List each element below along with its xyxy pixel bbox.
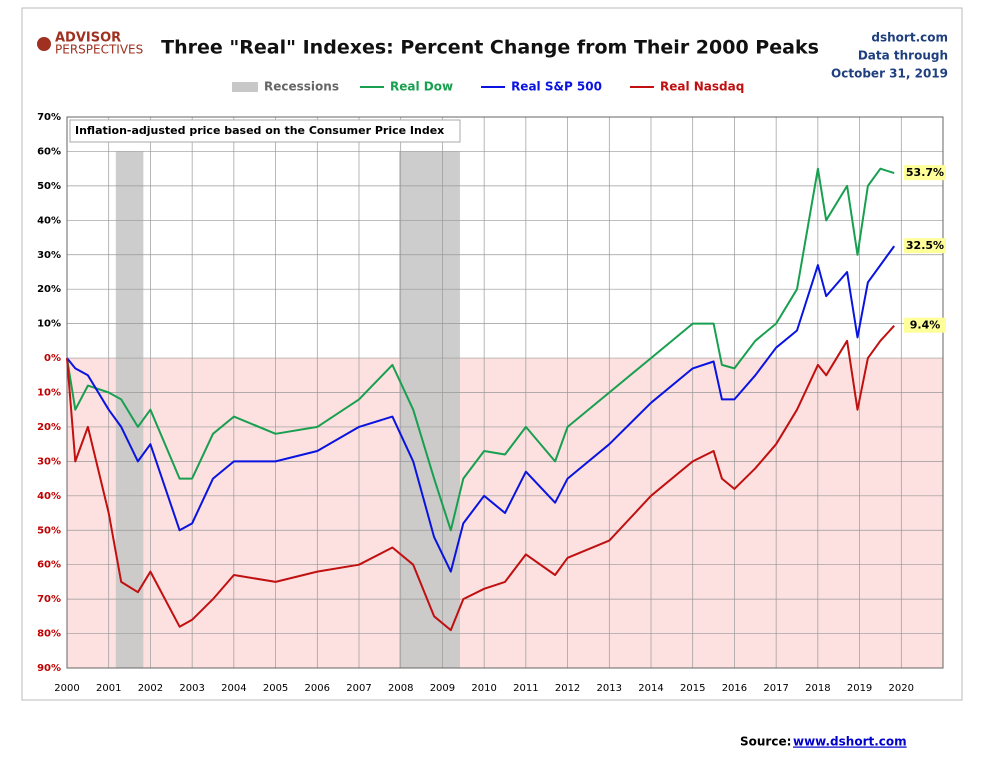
legend-label: Real Dow [390,80,453,94]
x-tick-label: 2013 [597,683,622,694]
x-tick-label: 2005 [263,683,288,694]
y-tick-label: 70% [37,112,61,123]
y-tick-label: 10% [37,388,61,399]
x-tick-label: 2015 [680,683,705,694]
through: Data through [858,49,948,63]
annotation-box [69,119,461,143]
y-tick-label: 50% [37,181,61,192]
y-tick-label: 50% [37,525,61,536]
legend-label: Real S&P 500 [511,80,602,94]
logo-icon [37,37,51,51]
x-tick-label: 2016 [722,683,747,694]
y-tick-label: 60% [37,146,61,157]
y-tick-label: 0% [44,353,61,364]
x-tick-label: 2001 [96,683,121,694]
legend-label: Real Nasdaq [660,80,744,94]
logo: PERSPECTIVES [55,43,143,57]
series-line [66,245,896,573]
legend-label: Recessions [264,80,339,94]
x-tick-label: 2010 [471,683,496,694]
end-label-bg [904,317,946,333]
y-tick-label: 20% [37,422,61,433]
x-tick-label: 2003 [179,683,204,694]
site: dshort.com [871,31,948,45]
x-tick-label: 2012 [555,683,580,694]
x-tick-label: 2019 [847,683,872,694]
date: October 31, 2019 [831,67,948,81]
source: Source: [740,735,791,749]
x-tick-label: 2002 [138,683,163,694]
end-label: 9.4% [910,319,941,332]
y-tick-label: 40% [37,215,61,226]
x-tick-label: 2006 [305,683,330,694]
y-tick-label: 60% [37,560,61,571]
annotation: Inflation-adjusted price based on the Co… [75,124,444,137]
x-tick-label: 2017 [763,683,788,694]
x-tick-label: 2008 [388,683,413,694]
chart-title: Three "Real" Indexes: Percent Change fro… [161,37,819,59]
end-label: 53.7% [906,166,944,179]
y-tick-label: 20% [37,284,61,295]
y-tick-label: 30% [37,456,61,467]
end-label: 32.5% [906,239,944,252]
x-tick-label: 2020 [889,683,914,694]
x-tick-label: 2009 [430,683,455,694]
y-tick-label: 30% [37,250,61,261]
chart-frame [21,7,963,701]
recession [399,151,460,668]
end-label-bg [904,238,946,254]
end-label-bg [904,165,946,181]
logo: ADVISOR [55,31,121,46]
y-tick-label: 80% [37,629,61,640]
series-line [66,167,895,532]
series-line [66,325,895,632]
x-tick-label: 2000 [54,683,79,694]
source-link[interactable]: www.dshort.com [793,735,907,749]
x-tick-label: 2014 [638,683,663,694]
plot-border [66,116,944,669]
y-tick-label: 10% [37,319,61,330]
x-tick-label: 2011 [513,683,538,694]
legend-swatch [232,82,258,92]
y-tick-label: 70% [37,594,61,605]
y-tick-label: 40% [37,491,61,502]
y-tick-label: 90% [37,663,61,674]
x-tick-label: 2018 [805,683,830,694]
x-tick-label: 2007 [346,683,371,694]
x-tick-label: 2004 [221,683,246,694]
